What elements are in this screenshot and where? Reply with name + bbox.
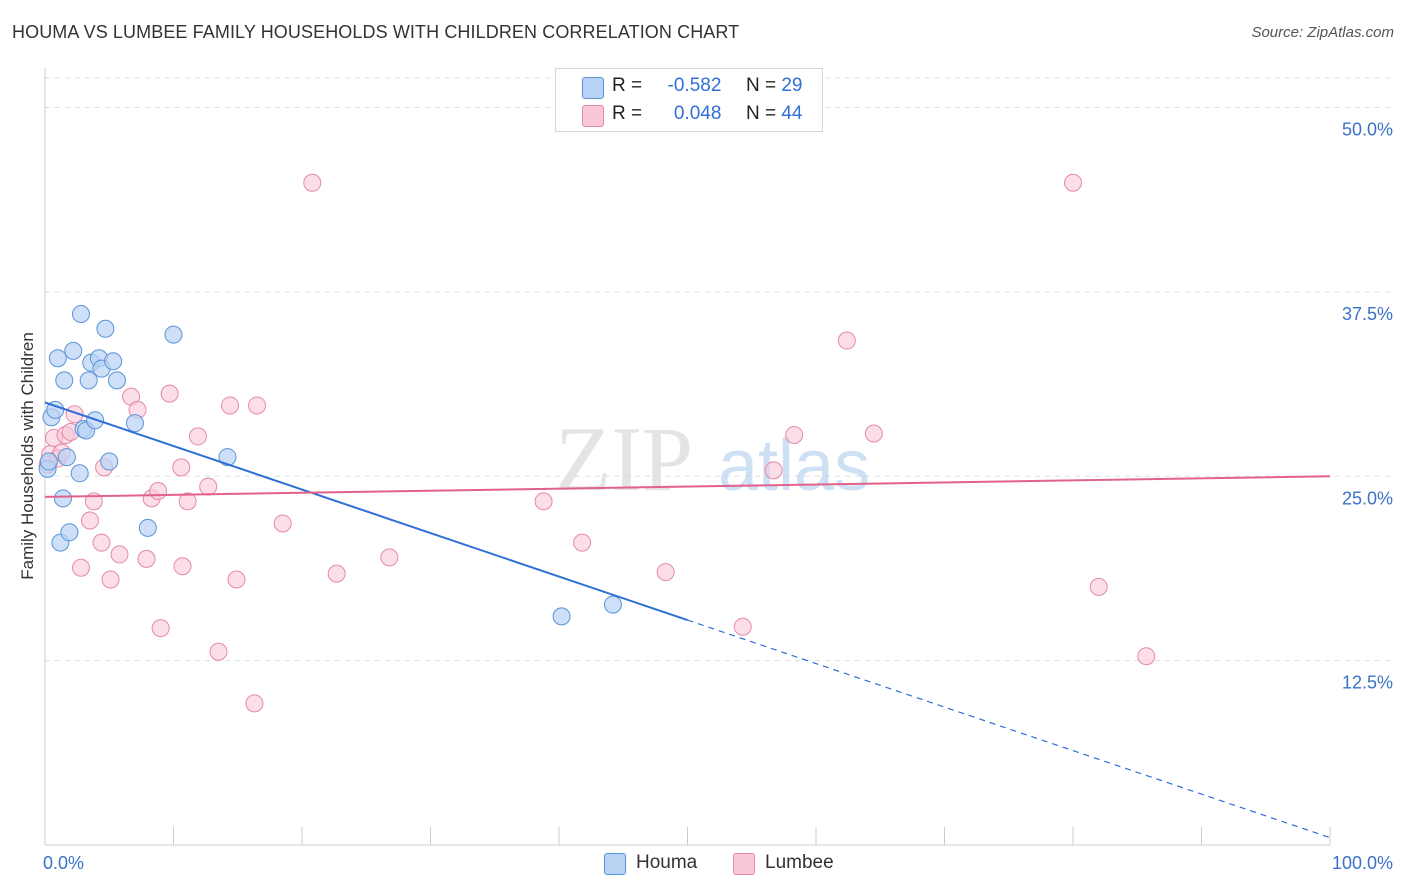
lumbee-point	[160, 384, 179, 403]
houma-point	[48, 349, 67, 368]
houma-n-label: N =	[745, 75, 777, 96]
houma-r-label: R =	[612, 75, 643, 96]
lumbee-r-value: 0.048	[673, 103, 722, 124]
lumbee-point	[172, 458, 191, 477]
houma-legend-label: Houma	[636, 852, 698, 873]
legend-houma-text: R = -0.582 N = 29	[612, 75, 802, 97]
lumbee-swatch-icon	[582, 105, 604, 127]
lumbee-point	[573, 533, 592, 552]
watermark: ZIP atlas	[555, 408, 870, 510]
x-tick-label: 100.0%	[1332, 853, 1393, 873]
houma-point	[53, 489, 72, 508]
houma-point	[100, 452, 119, 471]
y-tick-label: 12.5%	[1342, 673, 1393, 693]
correlation-legend: R = -0.582 N = 29 R = 0.048 N = 44	[555, 68, 823, 132]
lumbee-point	[173, 557, 192, 576]
lumbee-r-label: R =	[612, 103, 643, 124]
y-tick-label: 50.0%	[1342, 120, 1393, 140]
lumbee-point	[248, 396, 267, 415]
lumbee-point	[534, 492, 553, 511]
lumbee-point	[227, 570, 246, 589]
houma-swatch-icon	[582, 77, 604, 99]
lumbee-point	[733, 617, 752, 636]
lumbee-point	[71, 558, 90, 577]
houma-point	[164, 325, 183, 344]
lumbee-point	[101, 570, 120, 589]
houma-point	[138, 518, 157, 537]
houma-point	[107, 371, 126, 390]
houma-trend-line	[44, 401, 688, 622]
lumbee-legend-icon	[733, 853, 755, 875]
lumbee-point	[149, 482, 168, 500]
lumbee-point	[1064, 173, 1082, 192]
houma-legend-icon	[604, 853, 626, 875]
watermark-zip: ZIP	[555, 408, 693, 510]
lumbee-point	[209, 642, 228, 661]
houma-n-value: 29	[781, 75, 803, 96]
lumbee-n-value: 44	[781, 103, 803, 124]
houma-point	[70, 464, 89, 483]
lumbee-point	[178, 492, 197, 511]
source-label: Source: ZipAtlas.com	[1251, 24, 1394, 41]
lumbee-point	[245, 694, 264, 713]
lumbee-point	[221, 396, 240, 415]
lumbee-point	[188, 427, 207, 446]
lumbee-point	[380, 548, 399, 567]
houma-point	[71, 305, 90, 323]
houma-point	[64, 341, 83, 360]
lumbee-point	[764, 461, 783, 480]
lumbee-point	[151, 619, 170, 638]
lumbee-point	[80, 511, 99, 530]
lumbee-point	[273, 514, 292, 533]
lumbee-n-label: N =	[745, 103, 777, 124]
houma-point	[60, 523, 79, 542]
lumbee-point	[92, 533, 111, 552]
lumbee-point	[1137, 647, 1156, 666]
houma-r-value: -0.582	[667, 75, 722, 96]
lumbee-legend-label: Lumbee	[765, 852, 834, 873]
trend-lines	[44, 401, 1331, 839]
houma-point	[39, 452, 58, 471]
houma-trend-extension	[687, 619, 1331, 839]
houma-point	[104, 352, 123, 371]
houma-point	[79, 371, 98, 390]
legend-lumbee-text: R = 0.048 N = 44	[612, 103, 802, 125]
chart-title: HOUMA VS LUMBEE FAMILY HOUSEHOLDS WITH C…	[12, 22, 740, 42]
lumbee-point	[199, 477, 218, 496]
grid-layer	[45, 77, 1392, 662]
lumbee-point	[110, 545, 129, 564]
lumbee-point	[785, 425, 804, 444]
x-tick-label: 0.0%	[43, 853, 84, 873]
houma-point	[125, 414, 144, 433]
y-tick-label: 25.0%	[1342, 488, 1393, 508]
lumbee-point	[656, 563, 675, 582]
houma-point	[96, 319, 115, 338]
lumbee-point	[303, 173, 322, 192]
tick-labels: 12.5% 25.0% 37.5% 50.0% 0.0% 100.0%	[43, 120, 1393, 874]
y-tick-label: 37.5%	[1342, 304, 1393, 324]
lumbee-point	[864, 424, 883, 443]
y-axis-label: Family Households with Children	[18, 332, 37, 580]
houma-series	[38, 305, 622, 626]
lumbee-point	[137, 549, 156, 568]
houma-point	[603, 595, 622, 614]
lumbee-point	[1089, 577, 1108, 596]
houma-point	[57, 448, 76, 467]
lumbee-trend-line	[44, 475, 1331, 498]
houma-point	[552, 607, 571, 626]
lumbee-point	[837, 331, 856, 350]
lumbee-point	[327, 564, 346, 583]
houma-point	[218, 448, 237, 467]
houma-point	[55, 371, 74, 390]
